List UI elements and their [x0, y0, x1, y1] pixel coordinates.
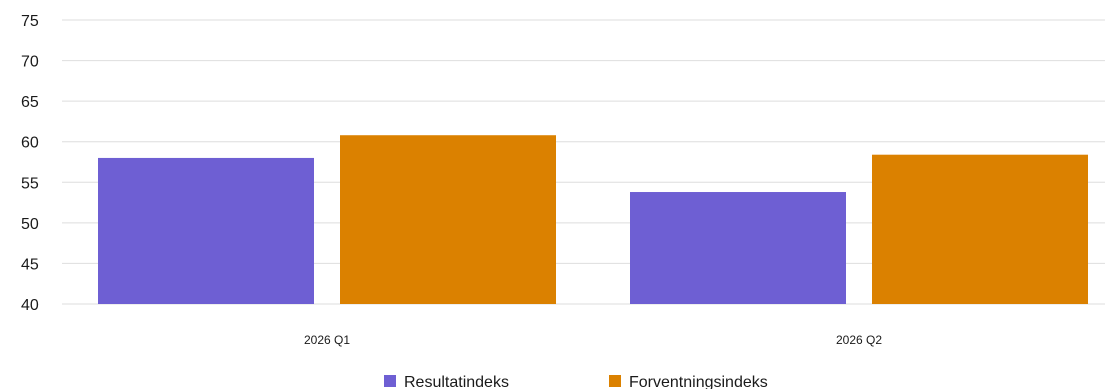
legend-label: Forventningsindeks [629, 374, 768, 389]
y-tick-label: 45 [21, 256, 39, 273]
legend-item-forventningsindeks[interactable]: Forventningsindeks [609, 374, 768, 389]
bar-resultatindeks-2026-q1 [98, 157, 314, 304]
x-axis-category-labels: 2026 Q1 2026 Q2 [304, 333, 882, 347]
legend-label: Resultatindeks [404, 374, 509, 389]
bar-forventningsindeks-2026-q1 [340, 135, 556, 304]
y-tick-label: 65 [21, 94, 39, 111]
x-category-label: 2026 Q2 [836, 333, 882, 347]
bar-forventningsindeks-2026-q2 [872, 154, 1088, 304]
y-tick-label: 75 [21, 13, 39, 30]
y-tick-label: 60 [21, 135, 39, 152]
y-tick-label: 55 [21, 175, 39, 192]
y-tick-label: 40 [21, 297, 39, 314]
legend-swatch [609, 375, 621, 387]
legend-item-resultatindeks[interactable]: Resultatindeks [384, 374, 509, 389]
bar-resultatindeks-2026-q2 [630, 192, 846, 304]
y-tick-label: 70 [21, 54, 39, 71]
legend: Resultatindeks Forventningsindeks [384, 374, 768, 389]
legend-swatch [384, 375, 396, 387]
bars [98, 135, 1088, 304]
y-tick-label: 50 [21, 216, 39, 233]
x-category-label: 2026 Q1 [304, 333, 350, 347]
y-axis-tick-labels: 40 45 50 55 60 65 70 75 [21, 13, 39, 314]
